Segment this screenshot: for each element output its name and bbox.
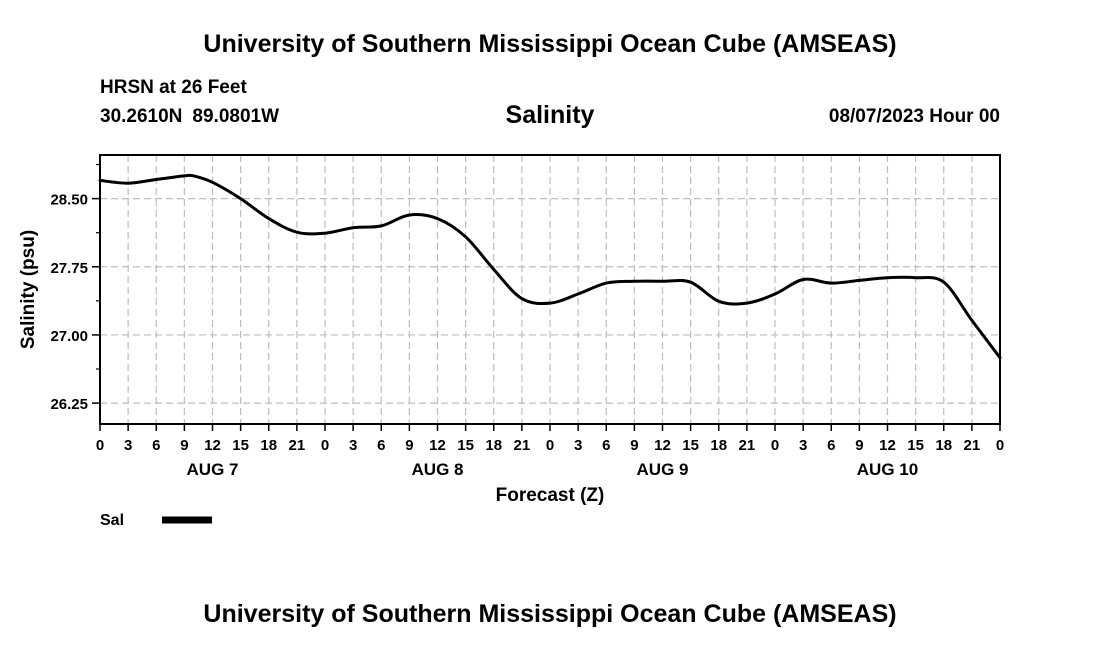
x-tick-label: 12: [654, 437, 671, 454]
x-tick-label: 3: [574, 437, 582, 454]
y-tick-label: 28.50: [50, 192, 88, 209]
x-day-label: AUG 10: [857, 460, 918, 479]
x-tick-label: 3: [799, 437, 807, 454]
x-tick-label: 3: [349, 437, 357, 454]
x-tick-label: 18: [260, 437, 277, 454]
station-coordinates: 30.2610N 89.0801W: [100, 106, 279, 128]
x-tick-label: 21: [514, 437, 531, 454]
x-tick-label: 9: [630, 437, 638, 454]
variable-title: Salinity: [505, 101, 595, 129]
x-day-label: AUG 8: [412, 460, 464, 479]
x-tick-label: 12: [879, 437, 896, 454]
x-tick-label: 6: [602, 437, 610, 454]
plot-frame: [99, 154, 1001, 425]
y-tick-label: 27.00: [50, 328, 88, 345]
x-tick-label: 0: [96, 437, 104, 454]
x-tick-label: 15: [682, 437, 699, 454]
latitude: 30.2610N: [100, 106, 183, 127]
x-day-label: AUG 9: [637, 460, 689, 479]
x-tick-label: 21: [289, 437, 306, 454]
y-tick-label: 26.25: [50, 396, 88, 413]
x-day-label: AUG 7: [187, 460, 239, 479]
y-tick-label: 27.75: [50, 260, 88, 277]
x-tick-label: 18: [935, 437, 952, 454]
longitude: 89.0801W: [192, 106, 280, 127]
x-tick-label: 12: [204, 437, 221, 454]
x-tick-label: 6: [377, 437, 385, 454]
footer-title: University of Southern Mississippi Ocean…: [203, 600, 897, 628]
x-tick-label: 0: [771, 437, 779, 454]
x-tick-label: 3: [124, 437, 132, 454]
x-tick-label: 9: [405, 437, 413, 454]
x-tick-label: 6: [152, 437, 160, 454]
x-tick-label: 9: [855, 437, 863, 454]
legend-label: Sal: [100, 512, 124, 529]
station-label: HRSN at 26 Feet: [100, 77, 247, 98]
series-line-sal: [98, 173, 1002, 360]
x-tick-label: 9: [180, 437, 188, 454]
forecast-datetime: 08/07/2023 Hour 00: [828, 106, 1000, 127]
x-tick-label: 18: [710, 437, 727, 454]
x-tick-label: 15: [232, 437, 249, 454]
x-tick-label: 0: [996, 437, 1004, 454]
x-tick-label: 0: [321, 437, 329, 454]
x-tick-label: 21: [964, 437, 981, 454]
chart-title: University of Southern Mississippi Ocean…: [203, 30, 897, 58]
x-tick-label: 18: [485, 437, 502, 454]
x-tick-label: 0: [546, 437, 554, 454]
x-tick-label: 15: [457, 437, 474, 454]
x-axis-label: Forecast (Z): [496, 485, 605, 506]
x-tick-label: 6: [827, 437, 835, 454]
x-tick-label: 21: [739, 437, 756, 454]
x-tick-label: 15: [907, 437, 924, 454]
y-axis-label: Salinity (psu): [18, 230, 39, 349]
x-tick-label: 12: [429, 437, 446, 454]
